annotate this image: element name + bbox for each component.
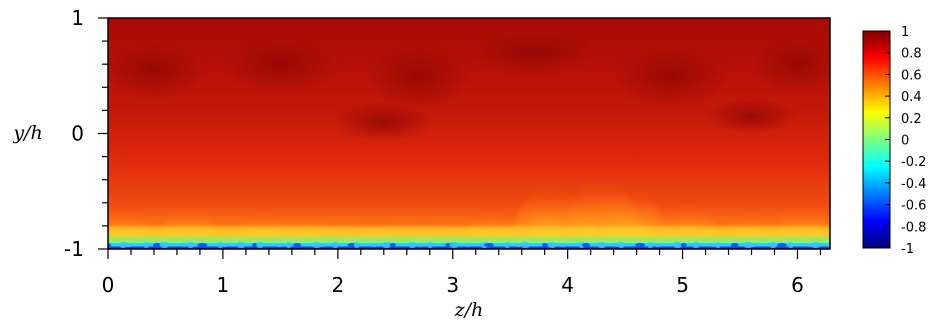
plot-area bbox=[108, 18, 830, 249]
colorbar-tick-label: 0 bbox=[901, 134, 909, 149]
colorbar-ticks: 1 0.8 0.6 0.4 0.2 0 -0.2 -0.4 -0.6 -0.8 -1 bbox=[885, 25, 926, 257]
colorbar-tick-label: -0.4 bbox=[901, 177, 926, 192]
wall-streak bbox=[672, 242, 683, 248]
x-tick-label: 4 bbox=[561, 273, 574, 297]
wall-streak bbox=[236, 242, 247, 248]
wall-streak bbox=[181, 243, 188, 247]
dark-patches bbox=[108, 29, 830, 143]
wall-streak bbox=[596, 242, 607, 248]
wall-streak bbox=[715, 242, 722, 248]
wall-streak bbox=[750, 243, 757, 247]
wall-streak bbox=[353, 242, 360, 248]
wall-streak bbox=[768, 242, 777, 248]
wall-streak bbox=[159, 242, 170, 248]
wall-streak bbox=[311, 242, 322, 248]
x-tick-label: 3 bbox=[446, 273, 459, 297]
wall-streak bbox=[217, 242, 224, 248]
wall-streak bbox=[653, 243, 662, 247]
x-axis: 0 1 2 3 4 5 6 bbox=[102, 249, 822, 297]
wall-streak bbox=[331, 242, 340, 248]
wall-streak bbox=[465, 243, 472, 247]
y-tick-label: 0 bbox=[71, 122, 84, 146]
dark-patch bbox=[469, 29, 597, 76]
wall-streak bbox=[143, 242, 150, 248]
colorbar-tick-label: -0.2 bbox=[901, 155, 926, 170]
wall-streak bbox=[197, 243, 208, 247]
y-axis: -1 0 1 bbox=[64, 6, 108, 261]
wall-streak bbox=[153, 243, 162, 247]
wall-streak bbox=[743, 242, 754, 248]
wall-streak bbox=[285, 242, 292, 248]
dark-patch bbox=[366, 41, 470, 111]
wall-streak bbox=[449, 242, 460, 248]
wall-streak bbox=[504, 242, 511, 248]
dark-patch bbox=[751, 35, 830, 94]
wall-streak bbox=[558, 243, 569, 247]
wall-streak bbox=[548, 242, 557, 248]
dark-patch bbox=[332, 101, 436, 143]
dark-patch bbox=[108, 41, 206, 99]
colorbar-tick-label: 0.2 bbox=[901, 112, 922, 127]
wall-streak bbox=[293, 243, 302, 247]
wall-streak bbox=[427, 242, 434, 248]
wall-streak bbox=[415, 243, 426, 247]
wall-streak bbox=[186, 242, 195, 248]
colorbar: 1 0.8 0.6 0.4 0.2 0 -0.2 -0.4 -0.6 -0.8 -1 bbox=[862, 25, 926, 257]
wall-streak bbox=[680, 243, 687, 247]
dark-patch bbox=[222, 35, 338, 94]
x-tick-label: 1 bbox=[217, 273, 230, 297]
wall-band-blue bbox=[108, 246, 830, 249]
wall-layer bbox=[108, 227, 830, 249]
wall-streak bbox=[256, 242, 265, 248]
colorbar-tick-label: -0.8 bbox=[901, 220, 926, 235]
wall-streak bbox=[389, 243, 396, 247]
wall-streak bbox=[370, 243, 379, 247]
colorbar-tick-label: 1 bbox=[901, 25, 909, 40]
x-tick-label: 6 bbox=[791, 273, 804, 297]
dark-patch bbox=[613, 43, 729, 108]
x-tick-label: 0 bbox=[102, 273, 115, 297]
colorbar-tick-label: -1 bbox=[901, 242, 914, 257]
wall-streak bbox=[810, 242, 821, 248]
wall-streak bbox=[647, 242, 654, 248]
wall-streak bbox=[274, 243, 285, 247]
colorbar-tick-label: 0.8 bbox=[901, 47, 922, 62]
wall-streak bbox=[692, 242, 701, 248]
wall-streak bbox=[381, 242, 392, 248]
wall-streak bbox=[635, 243, 646, 247]
y-tick-label: 1 bbox=[71, 6, 84, 30]
wall-streak bbox=[617, 242, 626, 248]
wall-streak bbox=[730, 243, 739, 247]
x-axis-title: z/h bbox=[454, 299, 484, 321]
x-tick-label: 2 bbox=[331, 273, 344, 297]
dark-patch bbox=[705, 98, 798, 134]
wall-streak bbox=[541, 243, 548, 247]
field-background bbox=[108, 18, 830, 249]
colorbar-tick-label: 0.6 bbox=[901, 68, 922, 83]
wall-streak bbox=[578, 242, 585, 248]
wall-streak bbox=[776, 243, 787, 247]
wall-streak bbox=[408, 242, 417, 248]
y-axis-title: y/h bbox=[12, 122, 42, 144]
wall-streak bbox=[220, 243, 229, 247]
x-tick-label: 5 bbox=[676, 273, 689, 297]
y-tick-label: -1 bbox=[64, 237, 84, 261]
colorbar-tick-label: -0.6 bbox=[901, 199, 926, 214]
wall-streak bbox=[520, 242, 531, 248]
colorbar-tick-label: 0.4 bbox=[901, 90, 922, 105]
wall-streak bbox=[514, 243, 523, 247]
wall-streak bbox=[582, 243, 591, 247]
wall-streak bbox=[122, 243, 133, 247]
wall-streak bbox=[483, 243, 494, 247]
wall-streak bbox=[319, 243, 326, 247]
wall-streak bbox=[787, 242, 794, 248]
